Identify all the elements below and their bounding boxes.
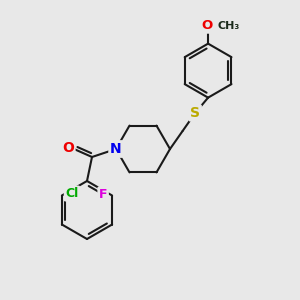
Text: O: O [202,19,213,32]
Text: O: O [62,141,74,155]
Text: Cl: Cl [65,187,79,200]
Text: N: N [110,142,122,156]
Text: F: F [99,188,107,201]
Text: N: N [110,142,122,156]
Text: CH₃: CH₃ [217,21,239,31]
Text: S: S [190,106,200,120]
